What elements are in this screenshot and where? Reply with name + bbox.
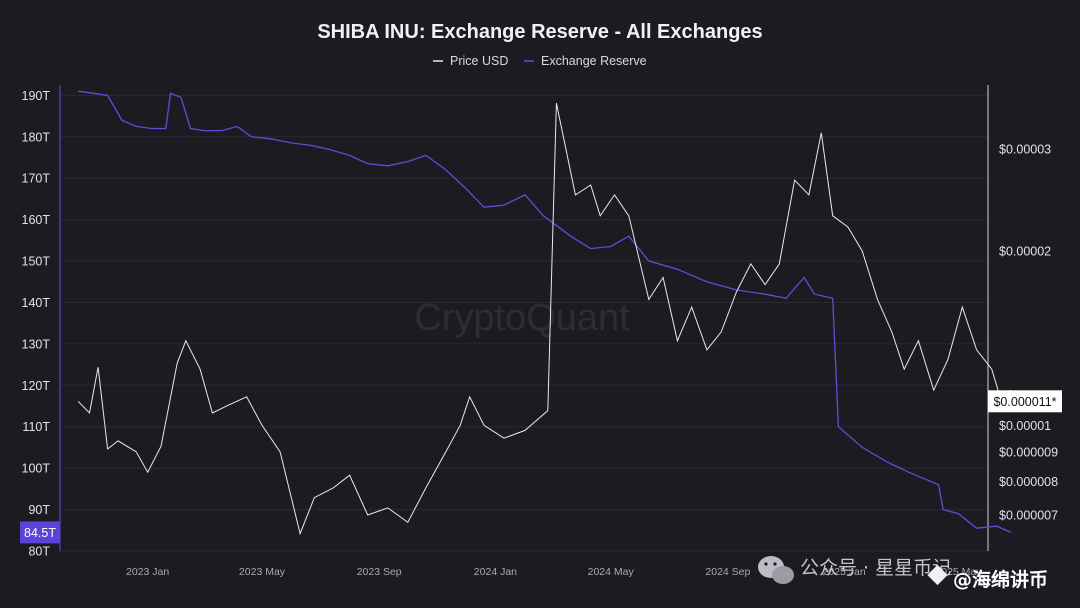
current-price-value: $0.000011* [993,395,1056,409]
left-axis-ticks: 80T 90T 100T 110T 120T 130T 140T 150T 160T 170T 18… [22,89,51,559]
y-left-tick-label: 130T [22,337,51,351]
wechat-account-label: 公众号 · 星星币记 [800,557,951,579]
x-tick-label: 2023 May [239,566,286,578]
y-left-tick-label: 170T [22,172,51,186]
current-price-badge: $0.000011* [988,390,1062,413]
y-right-tick-label: $0.00001 [999,419,1051,433]
y-right-tick-label: $0.00003 [999,143,1051,157]
legend-price-label: Price USD [450,54,508,68]
y-left-tick-label: 180T [22,130,51,144]
series-line-exchange-reserve [78,90,1012,533]
y-left-tick-label: 90T [28,503,50,517]
y-left-tick-label: 110T [22,420,50,434]
legend: Price USD Exchange Reserve [433,54,647,68]
y-left-tick-label: 160T [22,213,51,227]
y-left-tick-label: 120T [22,379,51,393]
x-tick-label: 2025 Jan [823,566,866,578]
current-reserve-value: 84.5T [24,526,56,540]
x-tick-label: 2024 Sep [705,566,750,578]
author-badge: @海绵讲币 [927,564,1048,591]
y-right-tick-label: $0.000009 [999,445,1058,459]
x-tick-label: 2023 Sep [357,566,402,578]
y-left-tick-label: 150T [22,255,51,269]
right-axis-ticks: $0.000007 $0.000008 $0.000009 $0.00001 $0.00… [999,143,1058,523]
y-left-tick-label: 80T [28,545,50,559]
wechat-icon [758,556,794,584]
y-left-tick-label: 100T [22,462,51,476]
y-left-tick-label: 190T [22,89,51,103]
y-right-tick-label: $0.000007 [999,509,1058,523]
x-tick-label: 2024 Jan [474,566,517,578]
x-tick-label: 2024 May [588,566,635,578]
y-right-tick-label: $0.00002 [999,244,1051,258]
y-left-tick-label: 140T [22,296,51,310]
current-reserve-badge: 84.5T [20,521,60,544]
y-right-tick-label: $0.000008 [999,475,1058,489]
legend-reserve-label: Exchange Reserve [541,54,647,68]
diamond-logo-icon [927,564,948,586]
gridlines [60,94,988,552]
wechat-watermark: 公众号 · 星星币记 [758,556,951,584]
watermark-text: CryptoQuant [414,297,630,339]
author-label: @海绵讲币 [953,568,1048,591]
x-tick-label: 2023 Jan [126,566,169,578]
series-line-price-usd [77,102,1012,536]
chart-title: SHIBA INU: Exchange Reserve - All Exchan… [317,21,762,43]
